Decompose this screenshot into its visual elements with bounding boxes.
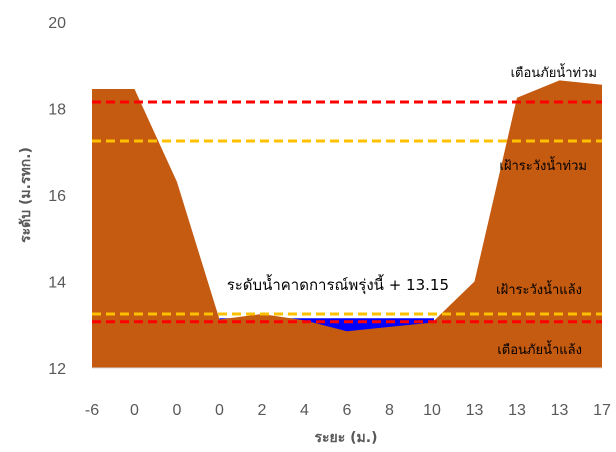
x-tick-label: 13 <box>508 402 526 419</box>
x-tick-label: 0 <box>173 402 182 419</box>
threshold-lines <box>92 100 602 324</box>
annotation-forecast: ระดับน้ำคาดการณ์พรุ่งนี้ + 13.15 <box>227 274 449 295</box>
annotation-drought-watch: เฝ้าระวังน้ำแล้ง <box>496 280 582 298</box>
x-tick-label: 13 <box>551 402 569 419</box>
annotation-flood-watch: เฝ้าระวังน้ำท่วม <box>499 156 587 174</box>
y-tick-label: 14 <box>48 275 66 292</box>
annotation-flood-danger: เตือนภัยน้ำท่วม <box>511 63 597 81</box>
plot-area <box>92 80 602 369</box>
y-axis-title: ระดับ (ม.รทก.) <box>18 147 34 243</box>
x-tick-label: 0 <box>215 402 224 419</box>
y-tick-label: 12 <box>48 361 66 378</box>
x-tick-label: 2 <box>258 402 267 419</box>
y-axis-ticks: 12 14 16 18 20 <box>48 15 66 378</box>
x-tick-label: 8 <box>385 402 394 419</box>
y-tick-label: 18 <box>48 102 66 119</box>
x-tick-label: 13 <box>466 402 484 419</box>
x-axis-ticks: -6 0 0 0 2 4 6 8 10 13 13 13 17 <box>85 402 611 419</box>
ground-area <box>92 80 602 368</box>
x-tick-label: 10 <box>423 402 441 419</box>
x-tick-label: 17 <box>593 402 611 419</box>
annotation-drought-danger: เตือนภัยน้ำแล้ง <box>497 340 582 358</box>
x-tick-label: 4 <box>300 402 309 419</box>
y-tick-label: 16 <box>48 188 66 205</box>
x-tick-label: 6 <box>343 402 352 419</box>
x-tick-label: 0 <box>130 402 139 419</box>
x-axis-title: ระยะ (ม.) <box>315 430 378 446</box>
y-tick-label: 20 <box>48 15 66 32</box>
x-tick-label: -6 <box>85 402 99 419</box>
